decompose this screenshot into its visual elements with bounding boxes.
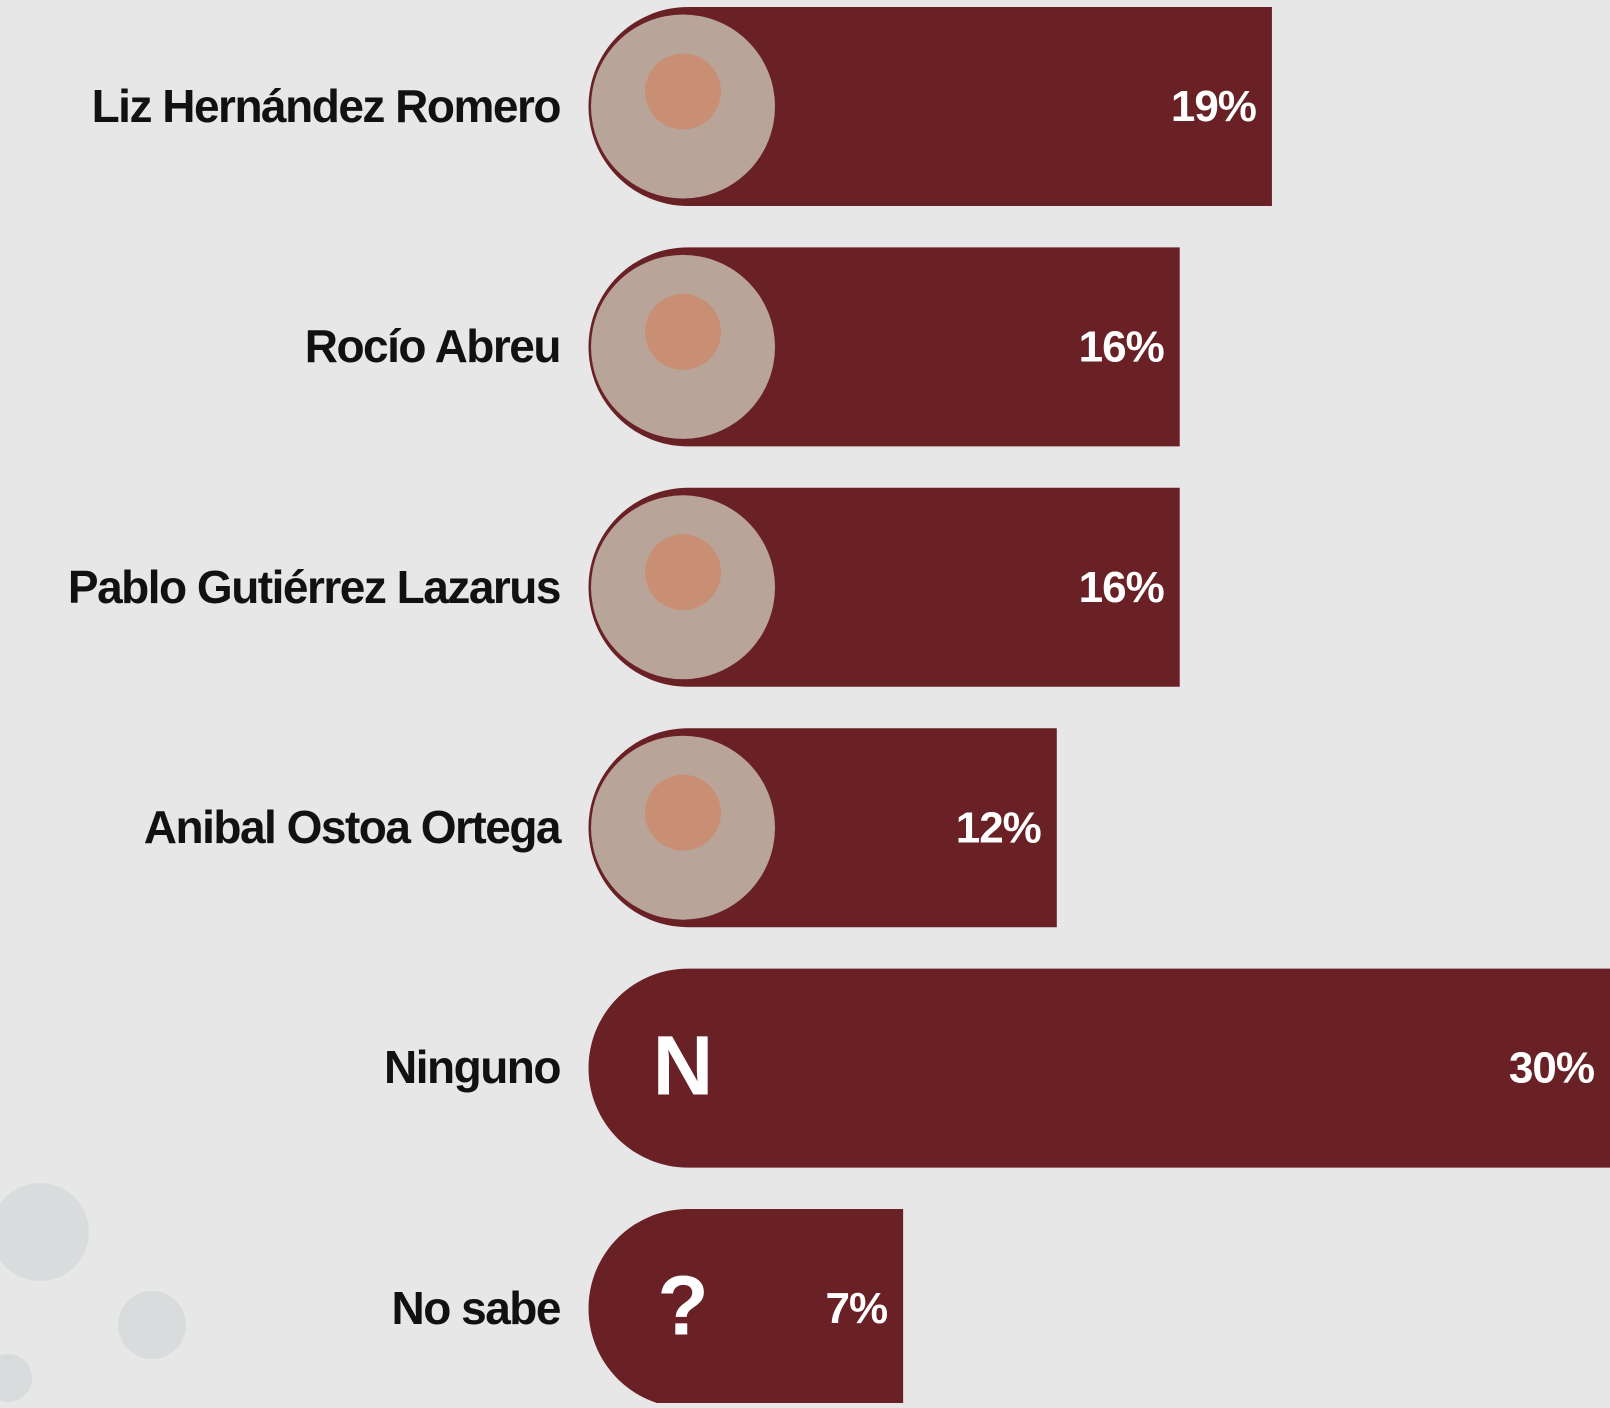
category-label: Pablo Gutiérrez Lazarus [15, 488, 560, 687]
badge: ? [657, 1259, 708, 1353]
category-label: Rocío Abreu [15, 247, 560, 446]
photo-face [645, 294, 721, 370]
photo-face [645, 54, 721, 130]
value-label: 7% [826, 1284, 888, 1333]
value-label: 16% [1079, 323, 1164, 372]
value-label: 16% [1079, 563, 1164, 612]
value-label: 12% [956, 803, 1041, 852]
bar [589, 969, 1610, 1168]
photo-face [645, 534, 721, 610]
category-label: No sabe [15, 1209, 560, 1408]
value-label: 30% [1509, 1044, 1594, 1093]
badge: N [653, 1018, 714, 1112]
photo-face [645, 775, 721, 851]
value-label: 19% [1171, 82, 1256, 131]
category-label: Anibal Ostoa Ortega [15, 728, 560, 927]
category-label: Liz Hernández Romero [15, 7, 560, 206]
category-label: Ninguno [15, 969, 560, 1168]
